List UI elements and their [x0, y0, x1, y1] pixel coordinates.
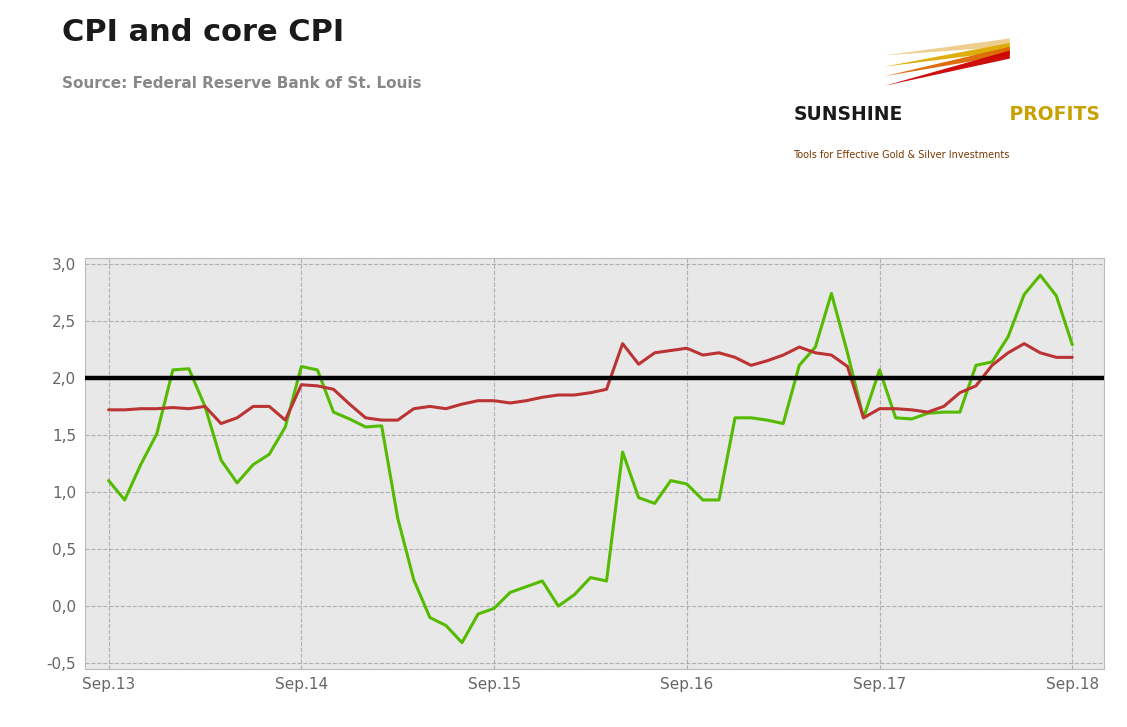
Polygon shape — [885, 43, 1010, 67]
Text: PROFITS: PROFITS — [1003, 105, 1100, 124]
Text: Source: Federal Reserve Bank of St. Louis: Source: Federal Reserve Bank of St. Loui… — [62, 76, 421, 92]
Text: CPI and core CPI: CPI and core CPI — [62, 18, 344, 47]
Polygon shape — [885, 51, 1010, 86]
Text: SUNSHINE: SUNSHINE — [793, 105, 903, 124]
Text: Tools for Effective Gold & Silver Investments: Tools for Effective Gold & Silver Invest… — [793, 150, 1010, 160]
Polygon shape — [885, 47, 1010, 76]
Polygon shape — [885, 39, 1010, 55]
